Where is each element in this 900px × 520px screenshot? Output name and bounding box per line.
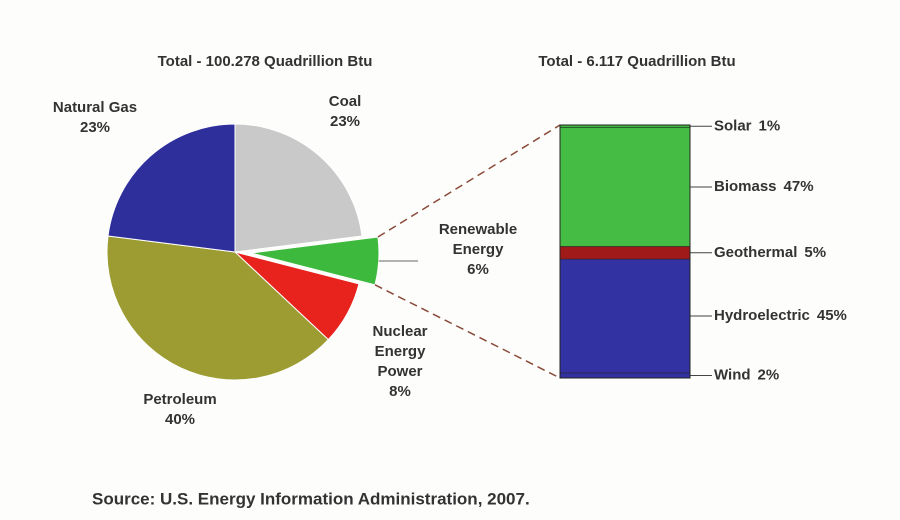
segment-label: Wind 2% (714, 366, 779, 383)
segment-value: 45% (817, 307, 847, 324)
slice-name: Coal (328, 93, 362, 110)
source: Source: U.S. Energy Information Administ… (92, 489, 530, 508)
bar-title: Total - 6.117 Quadrillion Btu (538, 53, 735, 70)
slice-label: Petroleum 40% (120, 390, 240, 430)
segment-label: Hydroelectric 45% (714, 307, 847, 324)
slice-label: Coal 23% (285, 92, 405, 132)
segment-label: Solar 1% (714, 117, 780, 134)
bar-segment (559, 246, 691, 260)
zoom-line (377, 124, 561, 238)
slice-value: 40% (164, 411, 196, 428)
slice-label: Nuclear Energy Power 8% (360, 322, 440, 402)
segment-label: Biomass 47% (714, 178, 814, 195)
slice-value: 8% (389, 383, 411, 400)
zoom-line (374, 284, 561, 379)
bar-segment (559, 258, 691, 374)
segment-name: Wind (714, 366, 751, 383)
segment-value: 1% (759, 117, 781, 134)
slice-name: Petroleum (143, 391, 217, 408)
segment-label: Geothermal 5% (714, 244, 826, 261)
slice-value: 6% (467, 261, 489, 278)
pie-slice (106, 235, 330, 381)
bar-segment (559, 372, 691, 379)
segment-name: Hydroelectric (714, 307, 810, 324)
segment-value: 47% (784, 178, 814, 195)
slice-value: 23% (329, 113, 361, 130)
bar-segment (559, 127, 691, 247)
pie-slice (107, 123, 236, 253)
pie-slice (250, 236, 380, 286)
pie-slice (234, 123, 363, 253)
segment-value: 2% (758, 366, 780, 383)
slice-value: 23% (79, 119, 111, 136)
segment-value: 5% (804, 244, 826, 261)
segment-name: Biomass (714, 178, 777, 195)
slice-name: Nuclear Energy Power (372, 323, 428, 380)
slice-name: Renewable Energy (438, 221, 518, 258)
slice-label: Natural Gas 23% (35, 98, 155, 138)
bar-outline (559, 124, 691, 379)
pie-title: Total - 100.278 Quadrillion Btu (158, 53, 373, 70)
slice-label: Renewable Energy 6% (438, 220, 518, 280)
segment-name: Geothermal (714, 244, 797, 261)
slice-name: Natural Gas (52, 99, 138, 116)
segment-name: Solar (714, 117, 752, 134)
